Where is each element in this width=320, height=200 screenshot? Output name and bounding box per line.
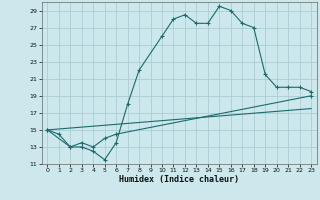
X-axis label: Humidex (Indice chaleur): Humidex (Indice chaleur) xyxy=(119,175,239,184)
